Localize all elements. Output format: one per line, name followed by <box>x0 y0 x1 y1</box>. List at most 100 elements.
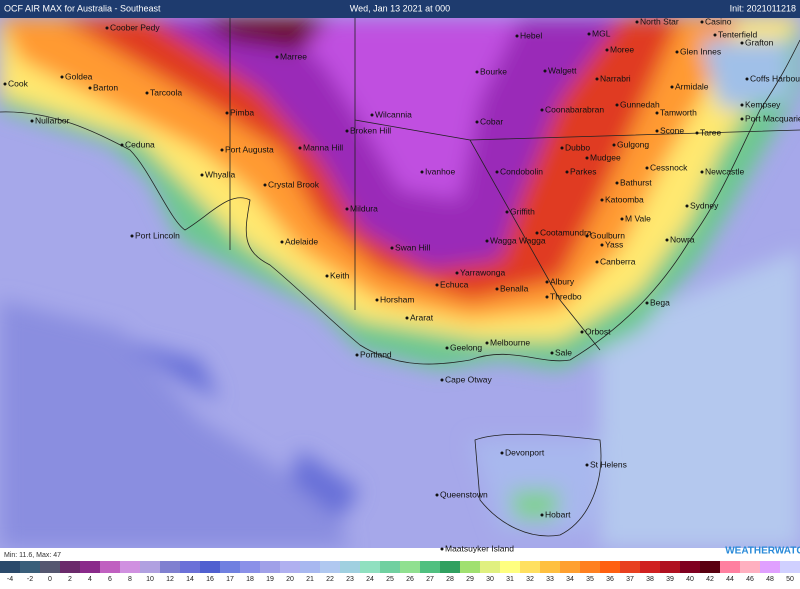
legend-swatch <box>640 561 660 573</box>
legend-swatch <box>780 561 800 573</box>
place-dot <box>376 299 379 302</box>
place-label: Swan Hill <box>395 242 431 252</box>
place-label: Goldea <box>65 71 93 81</box>
place-label: Goulburn <box>590 230 625 240</box>
place-dot <box>506 211 509 214</box>
legend-label: 38 <box>646 576 654 583</box>
place-label: Benalla <box>500 283 529 293</box>
place-label: Armidale <box>675 81 709 91</box>
legend-swatch <box>140 561 160 573</box>
place-label: Tarcoola <box>150 87 182 97</box>
place-dot <box>276 56 279 59</box>
place-label: Wagga Wagga <box>490 235 546 245</box>
place-label: Taree <box>700 127 722 137</box>
place-label: Marree <box>280 51 307 61</box>
place-dot <box>131 235 134 238</box>
place-label: Moree <box>610 44 634 54</box>
header-init: Init: 2021011218 <box>730 3 796 13</box>
place-dot <box>686 205 689 208</box>
legend-swatch <box>80 561 100 573</box>
place-label: Bathurst <box>620 177 652 187</box>
place-label: Bourke <box>480 66 507 76</box>
place-dot <box>566 171 569 174</box>
place-label: Tamworth <box>660 107 697 117</box>
place-dot <box>616 182 619 185</box>
place-dot <box>546 296 549 299</box>
place-label: Ceduna <box>125 139 155 149</box>
legend-label: 44 <box>726 576 734 583</box>
place-label: Hebel <box>520 30 542 40</box>
place-label: Adelaide <box>285 236 318 246</box>
place-label: Mildura <box>350 203 378 213</box>
place-label: Pimba <box>230 107 254 117</box>
place-dot <box>596 261 599 264</box>
legend-swatch <box>700 561 720 573</box>
place-label: Port Augusta <box>225 144 274 154</box>
legend-swatch <box>20 561 40 573</box>
legend-label: 36 <box>606 576 614 583</box>
legend-label: 14 <box>186 576 194 583</box>
place-dot <box>496 171 499 174</box>
legend-label: 16 <box>206 576 214 583</box>
legend-swatch <box>40 561 60 573</box>
legend-label: 0 <box>48 576 52 583</box>
legend-label: 33 <box>546 576 554 583</box>
place-dot <box>31 120 34 123</box>
place-dot <box>4 83 7 86</box>
place-dot <box>701 171 704 174</box>
place-label: Gulgong <box>617 139 649 149</box>
place-label: North Star <box>640 16 679 26</box>
place-dot <box>146 92 149 95</box>
legend-label: 19 <box>266 576 274 583</box>
legend-label: 23 <box>346 576 354 583</box>
legend-swatch <box>540 561 560 573</box>
place-label: Parkes <box>570 166 596 176</box>
legend-swatch <box>680 561 700 573</box>
place-label: Katoomba <box>605 194 644 204</box>
place-label: Mudgee <box>590 152 621 162</box>
place-label: Barton <box>93 82 118 92</box>
place-label: Port Lincoln <box>135 230 180 240</box>
place-dot <box>646 167 649 170</box>
place-dot <box>606 49 609 52</box>
place-dot <box>486 240 489 243</box>
place-label: Albury <box>550 276 575 286</box>
place-label: Canberra <box>600 256 636 266</box>
place-dot <box>561 147 564 150</box>
legend-label: 42 <box>706 576 714 583</box>
place-label: Melbourne <box>490 337 530 347</box>
place-dot <box>601 199 604 202</box>
place-label: Horsham <box>380 294 414 304</box>
legend-label: 26 <box>406 576 414 583</box>
legend-swatch <box>200 561 220 573</box>
place-dot <box>741 104 744 107</box>
legend-label: 12 <box>166 576 174 583</box>
place-label: Kempsey <box>745 99 781 109</box>
place-label: Orbost <box>585 326 611 336</box>
legend-swatch <box>420 561 440 573</box>
place-dot <box>666 239 669 242</box>
header-date: Wed, Jan 13 2021 at 000 <box>350 3 450 13</box>
legend-label: 21 <box>306 576 314 583</box>
place-dot <box>586 464 589 467</box>
legend-label: -2 <box>27 576 33 583</box>
place-dot <box>371 114 374 117</box>
legend-swatch <box>320 561 340 573</box>
legend-label: 20 <box>286 576 294 583</box>
place-label: Griffith <box>510 206 535 216</box>
place-dot <box>501 452 504 455</box>
legend-label: 40 <box>686 576 694 583</box>
legend-label: 2 <box>68 576 72 583</box>
place-dot <box>541 514 544 517</box>
place-dot <box>596 78 599 81</box>
header-title: OCF AIR MAX for Australia - Southeast <box>4 3 161 13</box>
place-dot <box>636 21 639 24</box>
place-label: M Vale <box>625 213 651 223</box>
place-dot <box>646 302 649 305</box>
place-dot <box>536 232 539 235</box>
place-dot <box>406 317 409 320</box>
place-dot <box>601 244 604 247</box>
place-dot <box>586 235 589 238</box>
place-label: Crystal Brook <box>268 179 320 189</box>
